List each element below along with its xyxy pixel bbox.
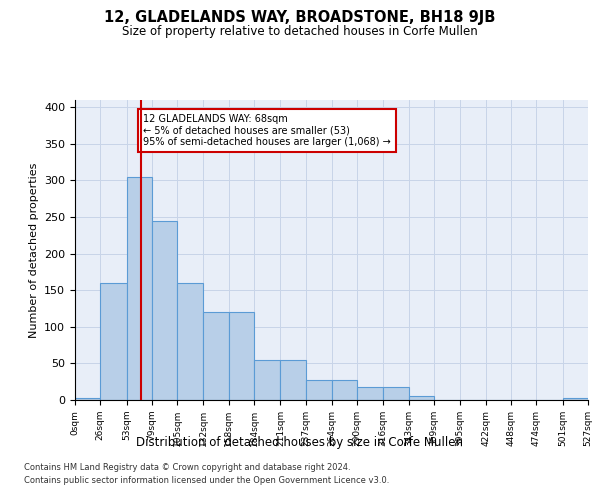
Bar xyxy=(332,380,357,400)
Bar xyxy=(306,380,332,400)
Bar xyxy=(100,283,127,400)
Bar xyxy=(152,220,177,400)
Bar xyxy=(203,312,229,400)
Bar xyxy=(177,283,203,400)
Text: Contains public sector information licensed under the Open Government Licence v3: Contains public sector information licen… xyxy=(24,476,389,485)
Bar xyxy=(254,360,280,400)
Bar xyxy=(229,312,254,400)
Text: 12 GLADELANDS WAY: 68sqm
← 5% of detached houses are smaller (53)
95% of semi-de: 12 GLADELANDS WAY: 68sqm ← 5% of detache… xyxy=(143,114,391,146)
Y-axis label: Number of detached properties: Number of detached properties xyxy=(29,162,38,338)
Bar xyxy=(383,387,409,400)
Text: 12, GLADELANDS WAY, BROADSTONE, BH18 9JB: 12, GLADELANDS WAY, BROADSTONE, BH18 9JB xyxy=(104,10,496,25)
Bar xyxy=(409,396,434,400)
Bar xyxy=(280,360,306,400)
Text: Size of property relative to detached houses in Corfe Mullen: Size of property relative to detached ho… xyxy=(122,25,478,38)
Text: Distribution of detached houses by size in Corfe Mullen: Distribution of detached houses by size … xyxy=(137,436,464,449)
Bar xyxy=(563,398,588,400)
Text: Contains HM Land Registry data © Crown copyright and database right 2024.: Contains HM Land Registry data © Crown c… xyxy=(24,464,350,472)
Bar xyxy=(357,387,383,400)
Bar xyxy=(75,398,100,400)
Bar xyxy=(127,177,152,400)
